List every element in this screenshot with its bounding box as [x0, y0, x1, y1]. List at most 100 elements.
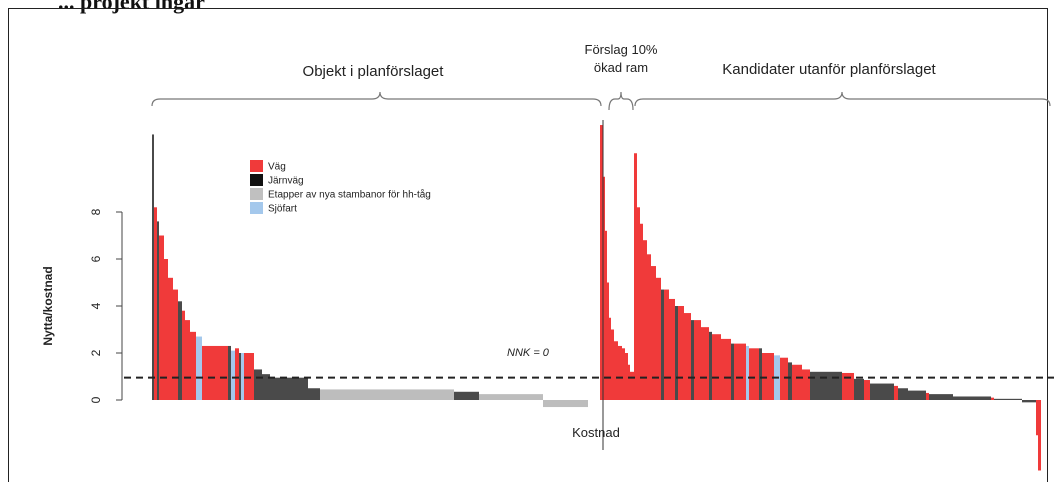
- bar-s0-11: [196, 336, 202, 400]
- bar-s2-7: [661, 289, 664, 400]
- bar-s1-8: [622, 348, 625, 400]
- bar-s0-14: [231, 350, 235, 400]
- frame-right-line: [1047, 8, 1048, 482]
- bar-s2-22: [749, 348, 759, 400]
- bracket-forslag: [608, 91, 634, 111]
- bar-s0-23: [320, 389, 454, 400]
- bracket-kandidater: [634, 91, 1051, 107]
- bar-s2-1: [637, 207, 640, 400]
- y-tick-label-0: 0: [89, 396, 103, 403]
- bar-s2-10: [675, 306, 678, 400]
- bar-s0-21: [270, 377, 308, 400]
- bar-s2-31: [842, 372, 854, 400]
- nnk-label: NNK = 0: [507, 347, 550, 359]
- bar-s2-6: [656, 277, 661, 400]
- bar-s2-9: [669, 298, 675, 400]
- bar-s2-13: [691, 320, 694, 400]
- bar-s2-44: [1036, 400, 1038, 436]
- bar-s0-6: [173, 289, 178, 400]
- bar-s0-22: [308, 388, 320, 400]
- bar-s2-3: [643, 240, 647, 400]
- bar-s1-2: [605, 230, 607, 400]
- bar-s1-5: [611, 329, 614, 400]
- y-tick-label-2: 2: [89, 349, 103, 356]
- bar-s1-0: [600, 125, 603, 401]
- bar-s0-25: [479, 394, 543, 400]
- bracket-objekt: [151, 91, 602, 107]
- bar-s2-24: [762, 353, 774, 400]
- bar-s2-36: [898, 388, 908, 400]
- bracket-label-forslag-line2: ökad ram: [594, 60, 648, 75]
- bar-s2-34: [870, 383, 894, 400]
- bar-s2-4: [647, 254, 651, 400]
- bar-s2-17: [712, 334, 721, 400]
- bracket-label-objekt: Objekt i planförslaget: [303, 63, 445, 80]
- bar-s2-2: [640, 223, 643, 400]
- bar-s0-4: [164, 259, 168, 400]
- frame-top-line: [8, 8, 1048, 9]
- legend-label-0: Väg: [268, 162, 286, 173]
- bar-s2-21: [746, 345, 749, 400]
- bar-s2-19: [731, 343, 734, 400]
- bar-s1-6: [614, 341, 618, 400]
- y-tick-label-8: 8: [89, 208, 103, 215]
- bar-s1-10: [628, 364, 630, 400]
- bar-s2-28: [792, 364, 802, 400]
- bar-s2-26: [780, 357, 788, 400]
- bar-s2-45: [1038, 400, 1041, 471]
- legend-label-2: Etapper av nya stambanor för hh-tåg: [268, 189, 431, 201]
- bar-s1-1: [603, 176, 605, 400]
- bar-s2-15: [701, 327, 709, 400]
- bar-s0-13: [228, 345, 231, 400]
- bar-s0-3: [159, 235, 164, 400]
- bar-s0-24: [454, 391, 479, 400]
- bar-s0-16: [239, 353, 241, 400]
- bar-s2-5: [651, 266, 656, 400]
- bar-s0-9: [185, 320, 190, 400]
- bar-s2-18: [721, 338, 731, 400]
- bar-s1-4: [609, 317, 611, 400]
- bar-s0-10: [190, 331, 196, 400]
- legend: Väg Järnväg Etapper av nya stambanor för h…: [250, 160, 431, 215]
- bar-s2-16: [709, 331, 712, 400]
- bar-s1-3: [607, 282, 609, 400]
- bar-s0-19: [254, 369, 262, 400]
- bar-s2-38: [926, 392, 929, 400]
- bar-s0-2: [157, 221, 159, 400]
- y-axis-label: Nytta/kostnad: [41, 266, 55, 345]
- bar-s2-43: [1022, 400, 1036, 403]
- bar-s2-29: [802, 369, 810, 400]
- bar-s2-14: [694, 320, 701, 400]
- bar-s0-8: [182, 310, 185, 400]
- bar-s2-39: [929, 394, 953, 400]
- bar-s2-20: [734, 343, 746, 400]
- bar-s2-41: [991, 397, 994, 400]
- bar-s2-30: [810, 371, 842, 400]
- bar-s2-32: [854, 378, 864, 400]
- bar-s2-11: [678, 306, 684, 400]
- y-tick-label-6: 6: [89, 255, 103, 262]
- bar-s0-20: [262, 374, 270, 400]
- legend-swatch-1: [250, 174, 263, 186]
- bar-s2-33: [864, 380, 870, 400]
- bar-s2-37: [908, 390, 926, 400]
- legend-label-1: Järnväg: [268, 176, 304, 187]
- bar-s2-42: [994, 398, 1022, 400]
- legend-swatch-3: [250, 202, 263, 214]
- bar-s2-8: [664, 289, 669, 400]
- x-axis-label: Kostnad: [572, 425, 620, 440]
- bracket-label-forslag-line1: Förslag 10%: [585, 42, 658, 57]
- bar-s0-12: [202, 345, 228, 400]
- bar-s0-26: [543, 400, 588, 408]
- bar-s0-1: [154, 207, 157, 400]
- bar-s2-12: [684, 313, 691, 400]
- bar-s2-27: [788, 362, 792, 400]
- bar-s0-18: [244, 353, 254, 400]
- bracket-label-kandidater: Kandidater utanför planförslaget: [722, 61, 936, 78]
- legend-swatch-0: [250, 160, 263, 172]
- bars-layer: [152, 125, 1041, 471]
- bar-s1-9: [625, 353, 628, 400]
- bar-s2-40: [953, 396, 991, 400]
- brackets: Objekt i planförslaget Förslag 10% ökad …: [151, 42, 1051, 111]
